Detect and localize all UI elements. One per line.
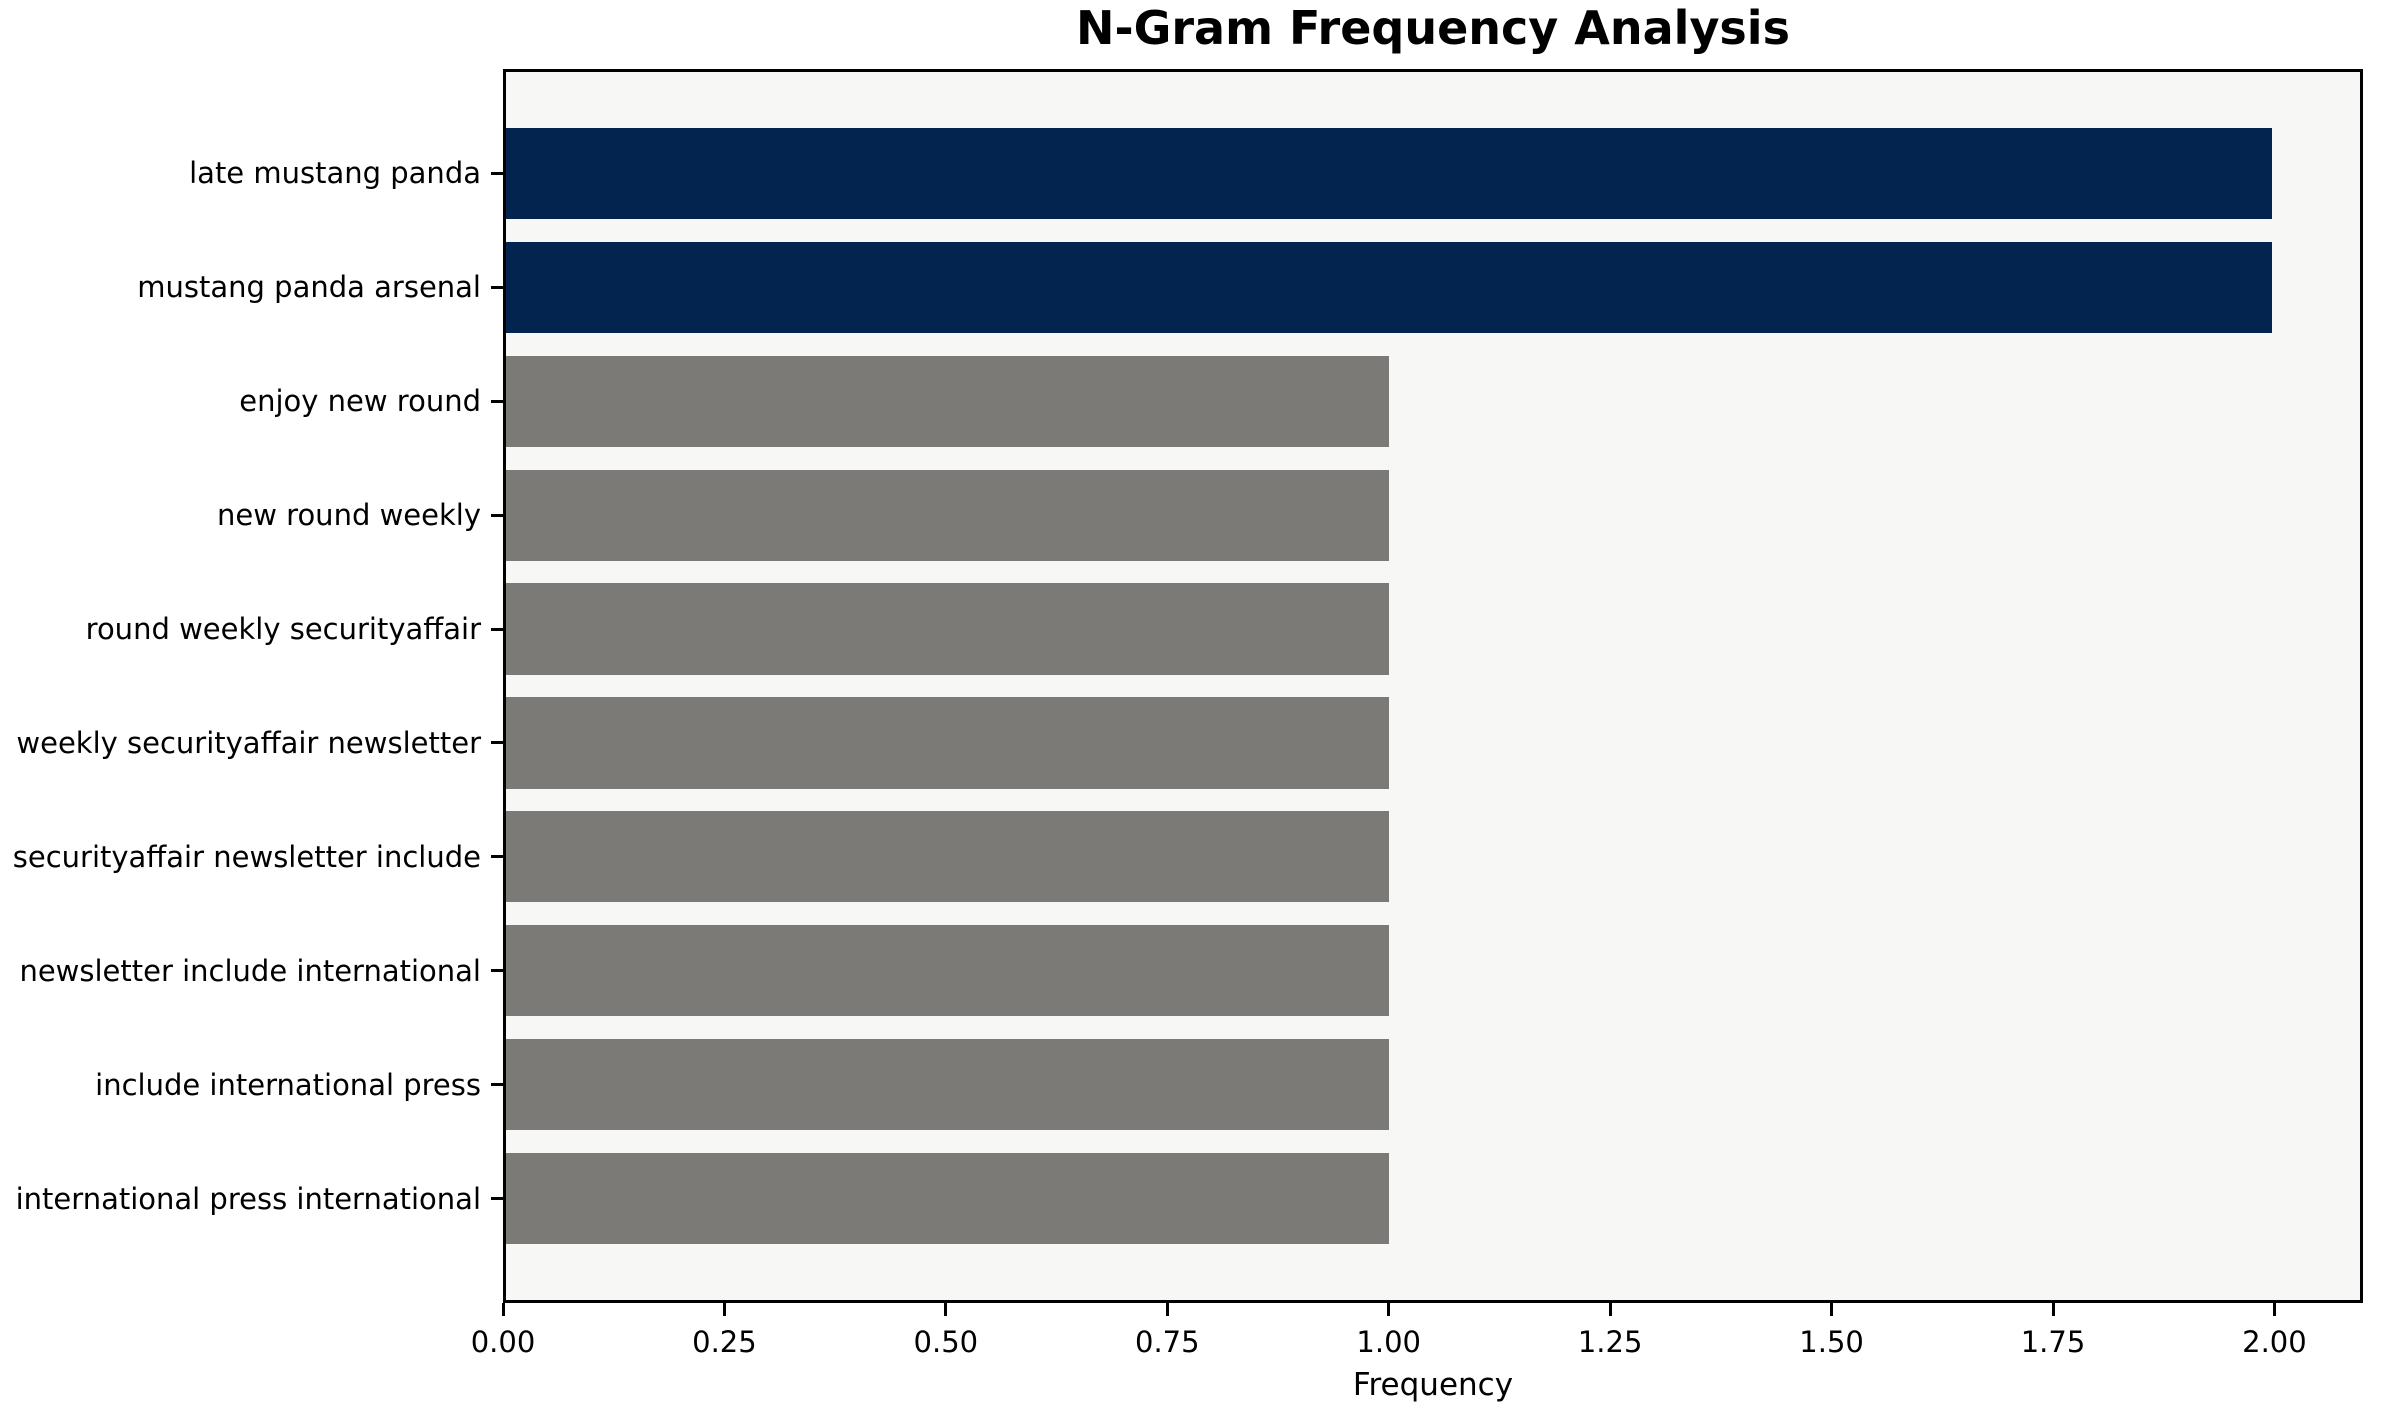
plot-area [503,69,2363,1303]
bar [506,925,1389,1017]
x-tick-mark [501,1303,505,1316]
y-tick-label: international press international [15,1181,481,1216]
bar [506,1039,1389,1131]
y-tick-label: late mustang panda [189,156,481,191]
x-tick-label: 0.75 [1134,1325,1200,1359]
y-tick-label: newsletter include international [19,953,481,988]
y-tick-label: include international press [95,1067,481,1102]
y-tick-mark [491,741,503,745]
y-tick-mark [491,399,503,403]
y-tick-label: round weekly securityaffair [85,612,481,647]
bar [506,241,2272,333]
y-tick-mark [491,627,503,631]
x-tick-label: 0.25 [692,1325,757,1359]
x-tick-mark [1608,1303,1612,1316]
y-tick-mark [491,285,503,289]
x-tick-mark [2051,1303,2055,1316]
y-axis: late mustang panda mustang panda arsenal e… [0,69,503,1303]
x-axis-title: Frequency [1352,1367,1514,1403]
x-tick-mark [1830,1303,1834,1316]
y-tick-mark [491,1197,503,1201]
y-tick-label: enjoy new round [239,384,481,419]
x-tick-mark [944,1303,948,1316]
y-tick-label: securityaffair newsletter include [12,839,481,874]
x-tick-mark [722,1303,726,1316]
bar [506,1153,1389,1245]
y-tick-mark [491,171,503,175]
x-tick-label: 0.00 [470,1325,536,1359]
y-tick-mark [491,969,503,973]
x-tick-label: 1.25 [1577,1325,1643,1359]
x-tick-label: 1.00 [1356,1325,1421,1359]
y-tick-label: mustang panda arsenal [137,270,481,305]
bar [506,469,1389,561]
y-tick-mark [491,855,503,859]
chart-title: N-Gram Frequency Analysis [1076,1,1790,55]
bar [506,697,1389,789]
x-tick-label: 0.50 [913,1325,979,1359]
x-axis: Frequency 0.00 0.25 0.50 0.75 1.00 1.25 1.50 1.… [471,1303,2363,1414]
x-tick-mark [1387,1303,1391,1316]
x-tick-label: 1.75 [2020,1325,2086,1359]
y-tick-label: new round weekly [217,498,481,533]
x-tick-label: 1.50 [1799,1325,1864,1359]
y-tick-label: weekly securityaffair newsletter [16,725,481,760]
x-tick-mark [2272,1303,2276,1316]
bar [506,583,1389,675]
bar [506,355,1389,447]
x-tick-label: 2.00 [2242,1325,2307,1359]
bar [506,127,2272,219]
y-tick-mark [491,1083,503,1087]
bar [506,811,1389,903]
x-tick-mark [1165,1303,1169,1316]
y-tick-mark [491,513,503,517]
